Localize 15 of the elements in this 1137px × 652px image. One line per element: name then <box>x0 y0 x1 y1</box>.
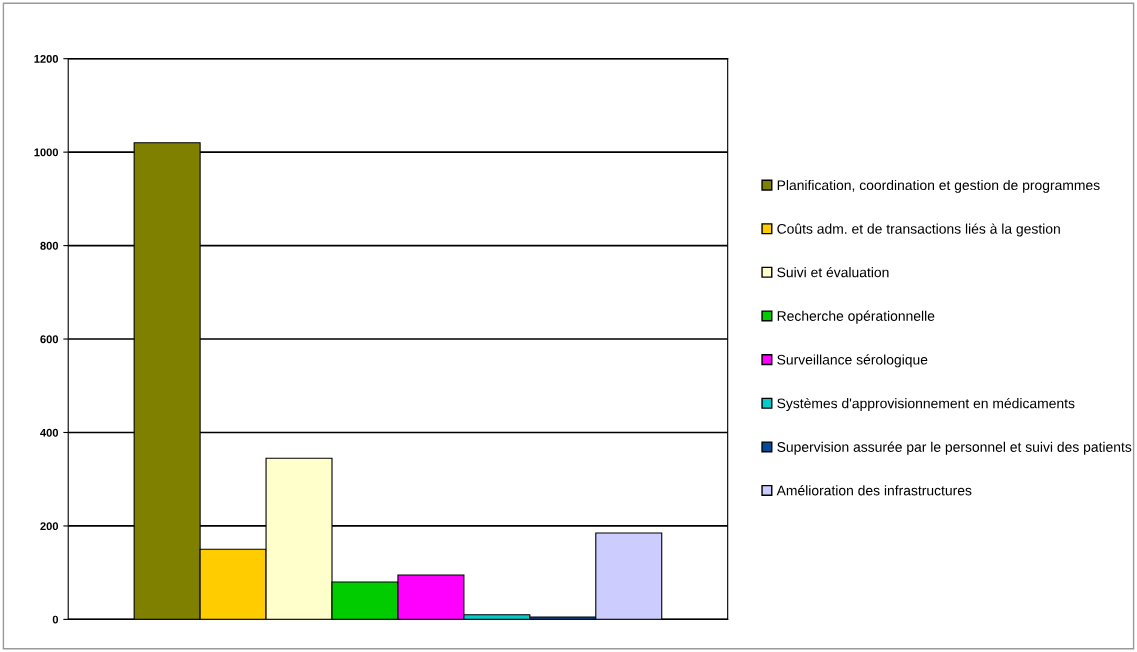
y-tick-label: 1200 <box>34 54 59 63</box>
y-tick-label: 400 <box>40 428 59 437</box>
legend-label: Suivi et évaluation <box>777 266 889 278</box>
y-tick-label: 200 <box>40 522 59 531</box>
y-tick-label: 600 <box>40 335 59 344</box>
legend-label: Planification, coordination et gestion de programmes <box>777 179 1100 193</box>
y-tick-label: 0 <box>52 615 59 624</box>
legend-label: Surveillance sérologique <box>777 354 928 368</box>
legend-label: Supervision assurée par le personnel et suivi des patients <box>777 441 1132 455</box>
legend-label: Recherche opérationnelle <box>777 310 935 324</box>
legend-label: Systèmes d'approvisionnement en médicaments <box>777 397 1075 412</box>
y-tick-label: 1000 <box>34 148 59 157</box>
legend-label: Coûts adm. et de transactions liés à la gestion <box>777 223 1060 237</box>
legend-label: Amélioration des infrastructures <box>776 485 972 496</box>
y-tick-label: 800 <box>40 241 59 250</box>
